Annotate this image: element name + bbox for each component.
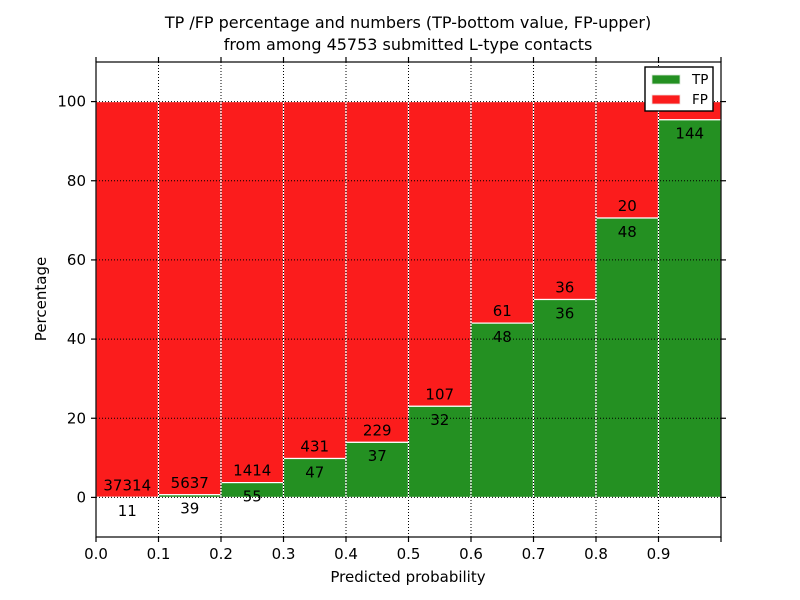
chart-title-line2: from among 45753 submitted L-type contac… bbox=[224, 35, 593, 54]
grid-layer bbox=[96, 62, 721, 537]
bar-fp-segment bbox=[470, 100, 535, 324]
x-tick-label: 0.3 bbox=[272, 545, 296, 563]
bar-fp-segment bbox=[407, 100, 472, 407]
x-tick-label: 0.2 bbox=[209, 545, 233, 563]
tp-count-label: 37 bbox=[368, 447, 387, 465]
bar-fp-segment bbox=[220, 100, 285, 484]
x-tick-label: 0.9 bbox=[647, 545, 671, 563]
bar-fp-segment bbox=[595, 100, 660, 219]
tp-count-label: 48 bbox=[618, 223, 637, 241]
fp-count-label: 5637 bbox=[171, 474, 209, 492]
fp-count-label: 431 bbox=[300, 438, 329, 456]
bar-tp-segment bbox=[532, 298, 597, 499]
x-tick-label: 0.0 bbox=[84, 545, 108, 563]
y-tick-label: 40 bbox=[67, 330, 86, 348]
x-tick-label: 0.1 bbox=[147, 545, 171, 563]
fp-count-label: 37314 bbox=[103, 476, 151, 494]
bar-fp-segment bbox=[532, 100, 597, 301]
legend-swatch-fp bbox=[651, 94, 681, 105]
bar-count-label-layer: 37314 11 5637 39 1414 55 431 47 229 37 107 32 61 48 36… bbox=[103, 125, 704, 521]
x-axis-label: Predicted probability bbox=[330, 568, 485, 586]
bar-tp-segment bbox=[657, 119, 722, 499]
axes-frame-layer bbox=[91, 57, 726, 542]
bar-tp-segment bbox=[407, 405, 472, 499]
x-tick-label: 0.7 bbox=[522, 545, 546, 563]
bar-tp-segment bbox=[345, 441, 410, 499]
bar-fp-segment bbox=[95, 100, 160, 498]
y-axis-label: Percentage bbox=[32, 257, 50, 341]
chart-title-line1: TP /FP percentage and numbers (TP-bottom… bbox=[164, 13, 651, 32]
bar-fp-segment bbox=[282, 100, 347, 460]
x-tick-label: 0.8 bbox=[584, 545, 608, 563]
x-tick-label: 0.6 bbox=[459, 545, 483, 563]
legend-label-fp: FP bbox=[692, 92, 708, 108]
legend: TP FP bbox=[644, 66, 714, 112]
bars-layer bbox=[95, 100, 722, 499]
fp-count-label: 61 bbox=[493, 302, 512, 320]
tp-count-label: 36 bbox=[555, 304, 574, 322]
tp-count-label: 144 bbox=[675, 125, 704, 143]
y-tick-label: 60 bbox=[67, 251, 86, 269]
tp-count-label: 11 bbox=[118, 502, 137, 520]
bar-fp-segment bbox=[345, 100, 410, 443]
tp-count-label: 55 bbox=[243, 487, 262, 505]
fp-count-label: 36 bbox=[555, 279, 574, 297]
legend-swatch-tp bbox=[651, 74, 681, 85]
fp-count-label: 229 bbox=[363, 421, 392, 439]
y-tick-label: 100 bbox=[57, 93, 86, 111]
bar-tp-segment bbox=[470, 322, 535, 499]
tick-label-layer: 0.0 0.1 0.2 0.3 0.4 0.5 0.6 0.7 0.8 0.9 0 20 40 60 80 1… bbox=[57, 93, 670, 563]
y-tick-label: 0 bbox=[76, 488, 86, 506]
legend-label-tp: TP bbox=[691, 72, 708, 88]
x-tick-label: 0.5 bbox=[397, 545, 421, 563]
bar-tp-segment bbox=[595, 217, 660, 499]
bar-fp-segment bbox=[157, 100, 222, 496]
fp-count-label: 1414 bbox=[233, 462, 271, 480]
x-tick-label: 0.4 bbox=[334, 545, 358, 563]
fp-count-label: 107 bbox=[425, 385, 454, 403]
bar-tp-segment bbox=[282, 457, 347, 499]
tp-count-label: 48 bbox=[493, 328, 512, 346]
y-tick-label: 80 bbox=[67, 172, 86, 190]
fp-count-label: 20 bbox=[618, 197, 637, 215]
tp-count-label: 32 bbox=[430, 411, 449, 429]
tp-count-label: 47 bbox=[305, 463, 324, 481]
y-tick-label: 20 bbox=[67, 409, 86, 427]
tp-count-label: 39 bbox=[180, 500, 199, 518]
